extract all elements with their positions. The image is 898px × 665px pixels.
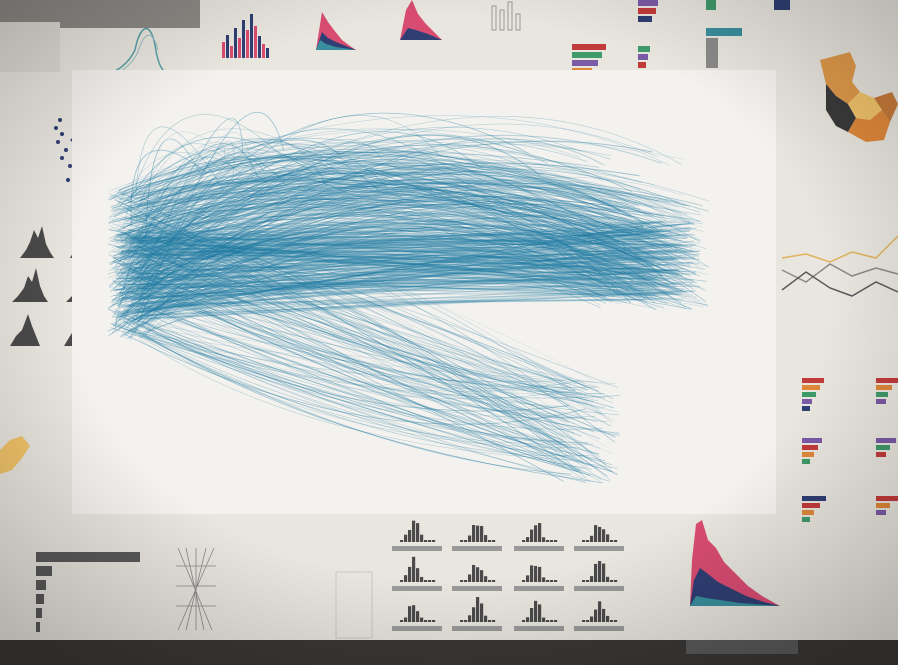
projected-wall — [0, 0, 898, 665]
projector-vignette — [0, 0, 898, 665]
